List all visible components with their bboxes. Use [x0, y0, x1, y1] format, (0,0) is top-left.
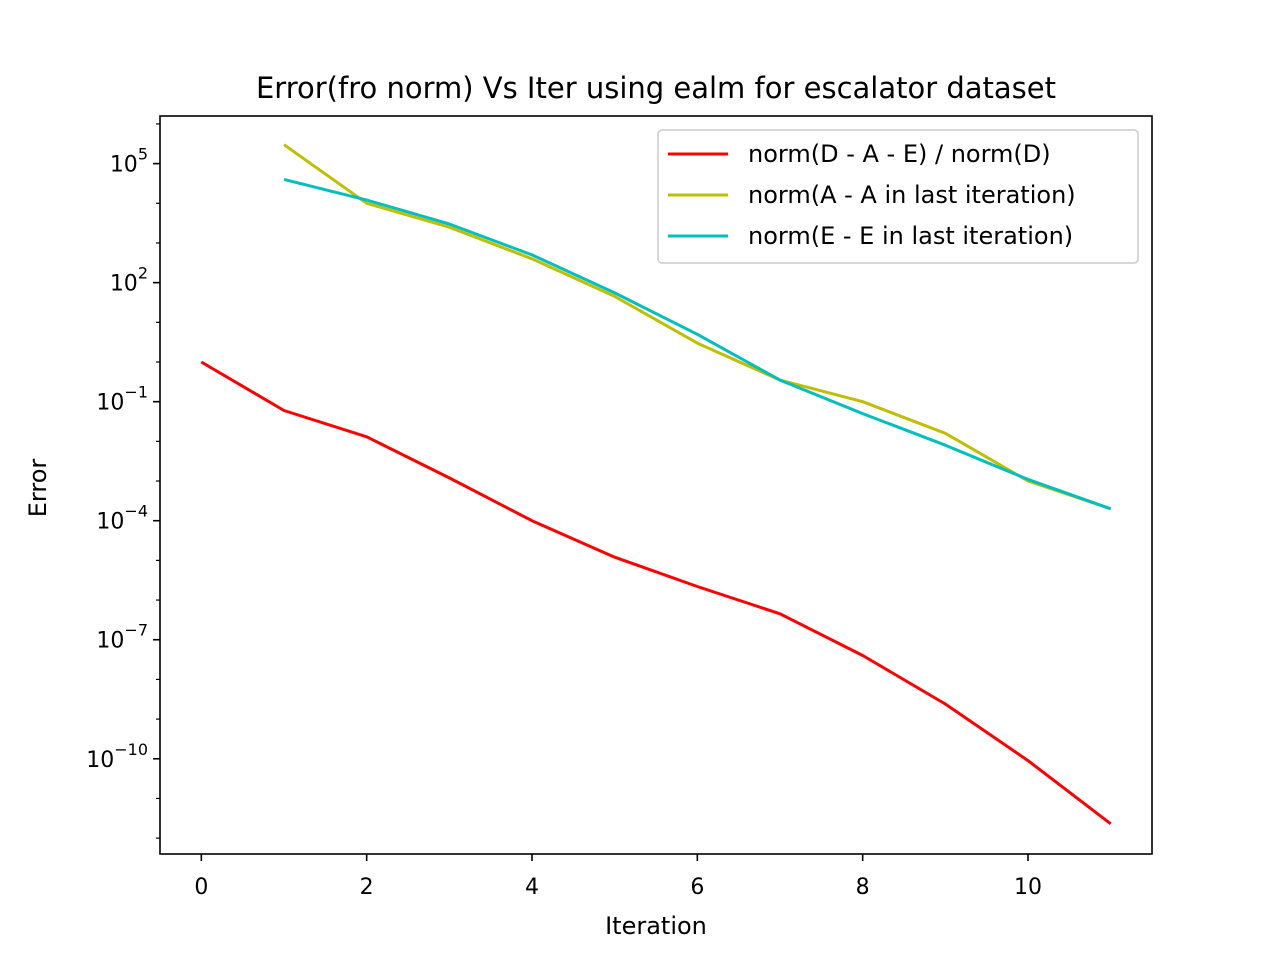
- y-tick-label--7: 10−7: [96, 621, 148, 654]
- y-tick-label-2: 102: [110, 264, 148, 297]
- x-tick-label-4: 4: [525, 875, 539, 900]
- series-line-2: [283, 177, 1112, 511]
- series-line-1: [283, 143, 1112, 511]
- x-tick-label-2: 2: [360, 875, 374, 900]
- x-tick-label-0: 0: [194, 875, 208, 900]
- legend-label-1: norm(A - A in last iteration): [748, 181, 1076, 209]
- series-line-0: [200, 360, 1112, 825]
- x-tick-label-8: 8: [856, 875, 870, 900]
- y-tick-label--4: 10−4: [96, 502, 148, 535]
- series-layer: [200, 143, 1112, 825]
- legend-label-2: norm(E - E in last iteration): [748, 222, 1073, 250]
- x-axis: 0 2 4 6 8 10: [194, 854, 1042, 900]
- legend-label-0: norm(D - A - E) / norm(D): [748, 140, 1051, 168]
- x-tick-label-10: 10: [1014, 875, 1042, 900]
- x-axis-label: Iteration: [605, 912, 707, 940]
- chart-title: Error(fro norm) Vs Iter using ealm for e…: [256, 71, 1056, 105]
- legend-box: [657, 129, 1139, 264]
- y-axis: 105 102 10−1 10−4 10−7 10−10: [86, 123, 160, 839]
- y-tick-label-5: 105: [110, 145, 148, 178]
- legend: norm(D - A - E) / norm(D) norm(A - A in l…: [657, 129, 1139, 264]
- y-tick-label--1: 10−1: [96, 383, 148, 416]
- x-tick-label-6: 6: [690, 875, 704, 900]
- y-tick-label--10: 10−10: [86, 740, 148, 773]
- y-axis-label: Error: [24, 459, 52, 518]
